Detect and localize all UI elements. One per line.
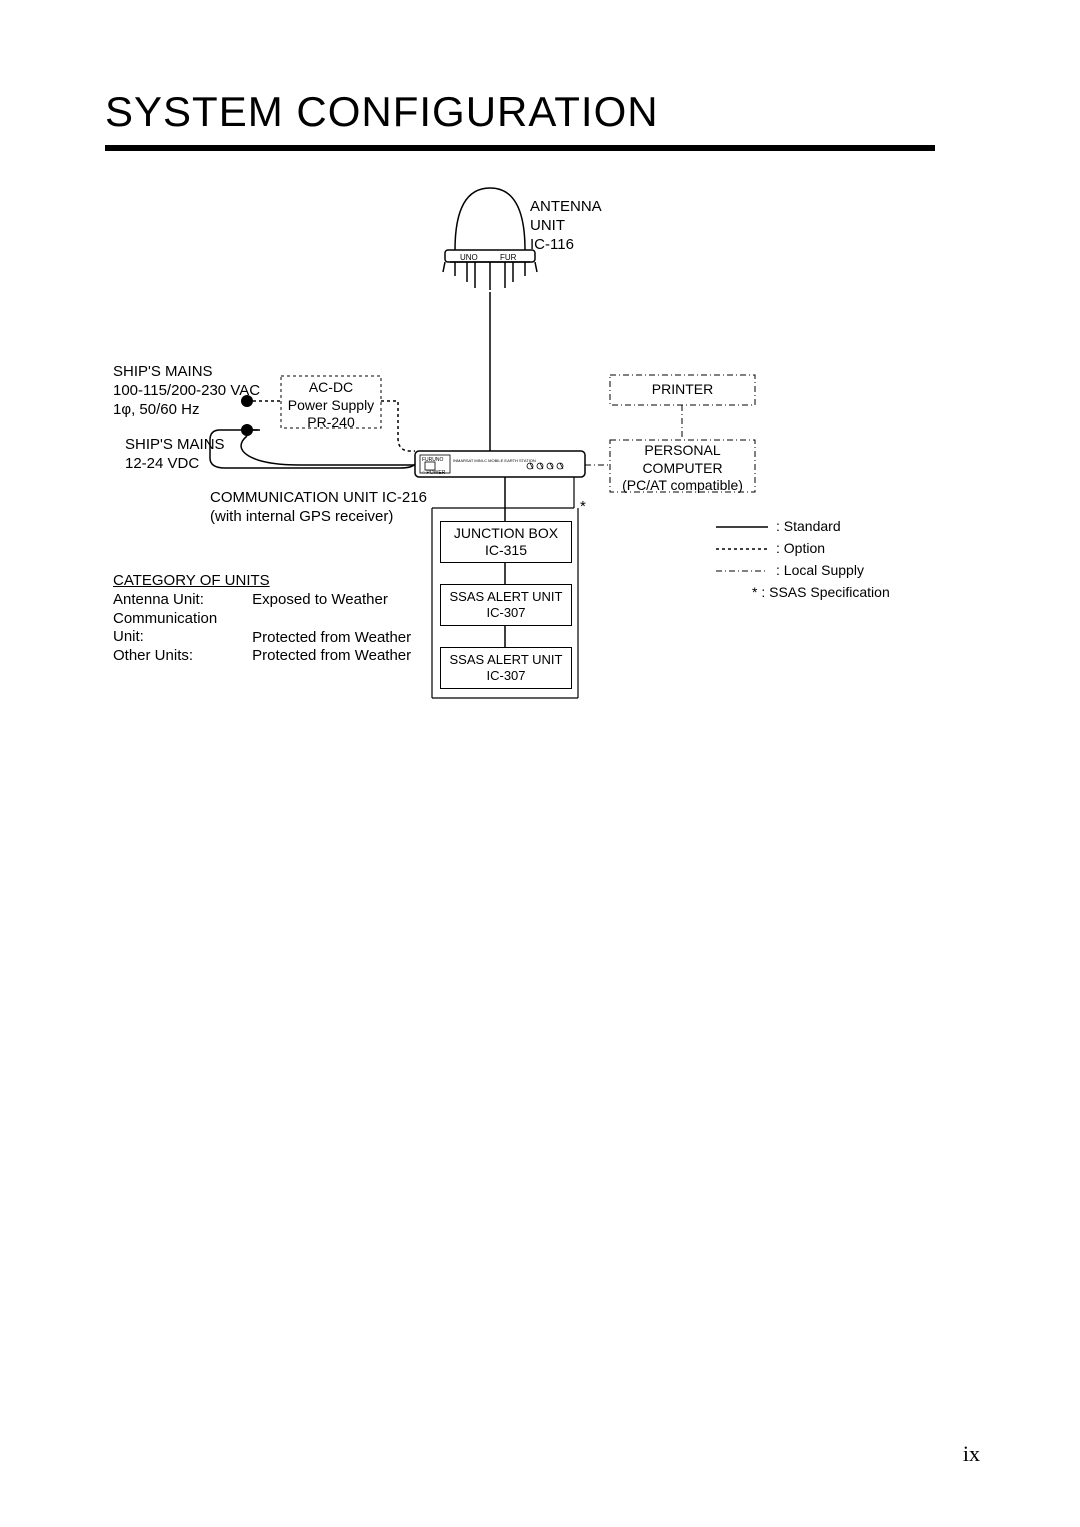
comm-unit-label: COMMUNICATION UNIT IC-216 (with internal… (210, 489, 427, 527)
antenna-label: ANTENNA UNIT IC-116 (530, 198, 602, 254)
ssas-box-1: SSAS ALERT UNIT IC-307 (440, 584, 572, 626)
ssas-star: * (580, 498, 586, 517)
svg-text:UNO: UNO (460, 253, 478, 262)
svg-text:FUR: FUR (500, 253, 517, 262)
svg-text:FURUNO: FURUNO (422, 457, 443, 463)
ships-mains-ac-label: SHIP'S MAINS 100-115/200-230 VAC 1φ, 50/… (113, 363, 260, 419)
ships-mains-dc-label: SHIP'S MAINS 12-24 VDC (125, 436, 225, 474)
cat-r2v: Protected from Weather (252, 647, 411, 664)
svg-text:○ POWER: ○ POWER (422, 470, 446, 476)
antenna-line1: ANTENNA (530, 198, 602, 215)
cat-r1v: Protected from Weather (252, 628, 411, 645)
cat-r2k: Other Units: (113, 647, 248, 666)
pc-l3: (PC/AT compatible) (622, 477, 743, 493)
ships-dc-l1: SHIP'S MAINS (125, 436, 225, 453)
category-block: CATEGORY OF UNITS Antenna Unit: Exposed … (113, 572, 411, 666)
legend-standard: : Standard (776, 518, 841, 536)
ships-ac-l3: 1φ, 50/60 Hz (113, 401, 199, 418)
acdc-l3: PR-240 (307, 414, 354, 430)
legend-option: : Option (776, 540, 825, 558)
page-number: ix (963, 1441, 980, 1467)
page: SYSTEM CONFIGURATION UNO FUR FURUNO INMA… (0, 0, 1080, 1527)
acdc-box-label: AC-DC Power Supply PR-240 (281, 379, 381, 432)
antenna-line2: UNIT (530, 217, 565, 234)
ssas2-l1: SSAS ALERT UNIT (450, 652, 563, 668)
ships-ac-l1: SHIP'S MAINS (113, 363, 213, 380)
ssas1-l1: SSAS ALERT UNIT (450, 589, 563, 605)
jb-l2: IC-315 (485, 542, 527, 560)
cat-r1k: Communication Unit: (113, 610, 248, 648)
printer-l1: PRINTER (652, 381, 713, 397)
cat-r0v: Exposed to Weather (252, 591, 388, 608)
jb-l1: JUNCTION BOX (454, 525, 558, 543)
svg-text:INMARSAT MINI-C MOBILE EARTH S: INMARSAT MINI-C MOBILE EARTH STATION (453, 458, 536, 463)
pc-l1: PERSONAL (644, 442, 720, 458)
junction-box: JUNCTION BOX IC-315 (440, 521, 572, 563)
comm-l2: (with internal GPS receiver) (210, 508, 393, 525)
ships-ac-l2: 100-115/200-230 VAC (113, 382, 260, 399)
cat-r0k: Antenna Unit: (113, 591, 248, 610)
comm-l1: COMMUNICATION UNIT IC-216 (210, 489, 427, 506)
printer-label: PRINTER (610, 381, 755, 399)
category-heading: CATEGORY OF UNITS (113, 572, 270, 589)
pc-l2: COMPUTER (642, 460, 722, 476)
ssas1-l2: IC-307 (486, 605, 525, 621)
acdc-l2: Power Supply (288, 397, 374, 413)
antenna-line3: IC-116 (530, 236, 574, 253)
ssas2-l2: IC-307 (486, 668, 525, 684)
legend-ssas: * : SSAS Specification (752, 584, 890, 602)
acdc-l1: AC-DC (309, 379, 353, 395)
legend-local: : Local Supply (776, 562, 864, 580)
ships-dc-l2: 12-24 VDC (125, 455, 199, 472)
pc-label: PERSONAL COMPUTER (PC/AT compatible) (610, 442, 755, 495)
ssas-box-2: SSAS ALERT UNIT IC-307 (440, 647, 572, 689)
